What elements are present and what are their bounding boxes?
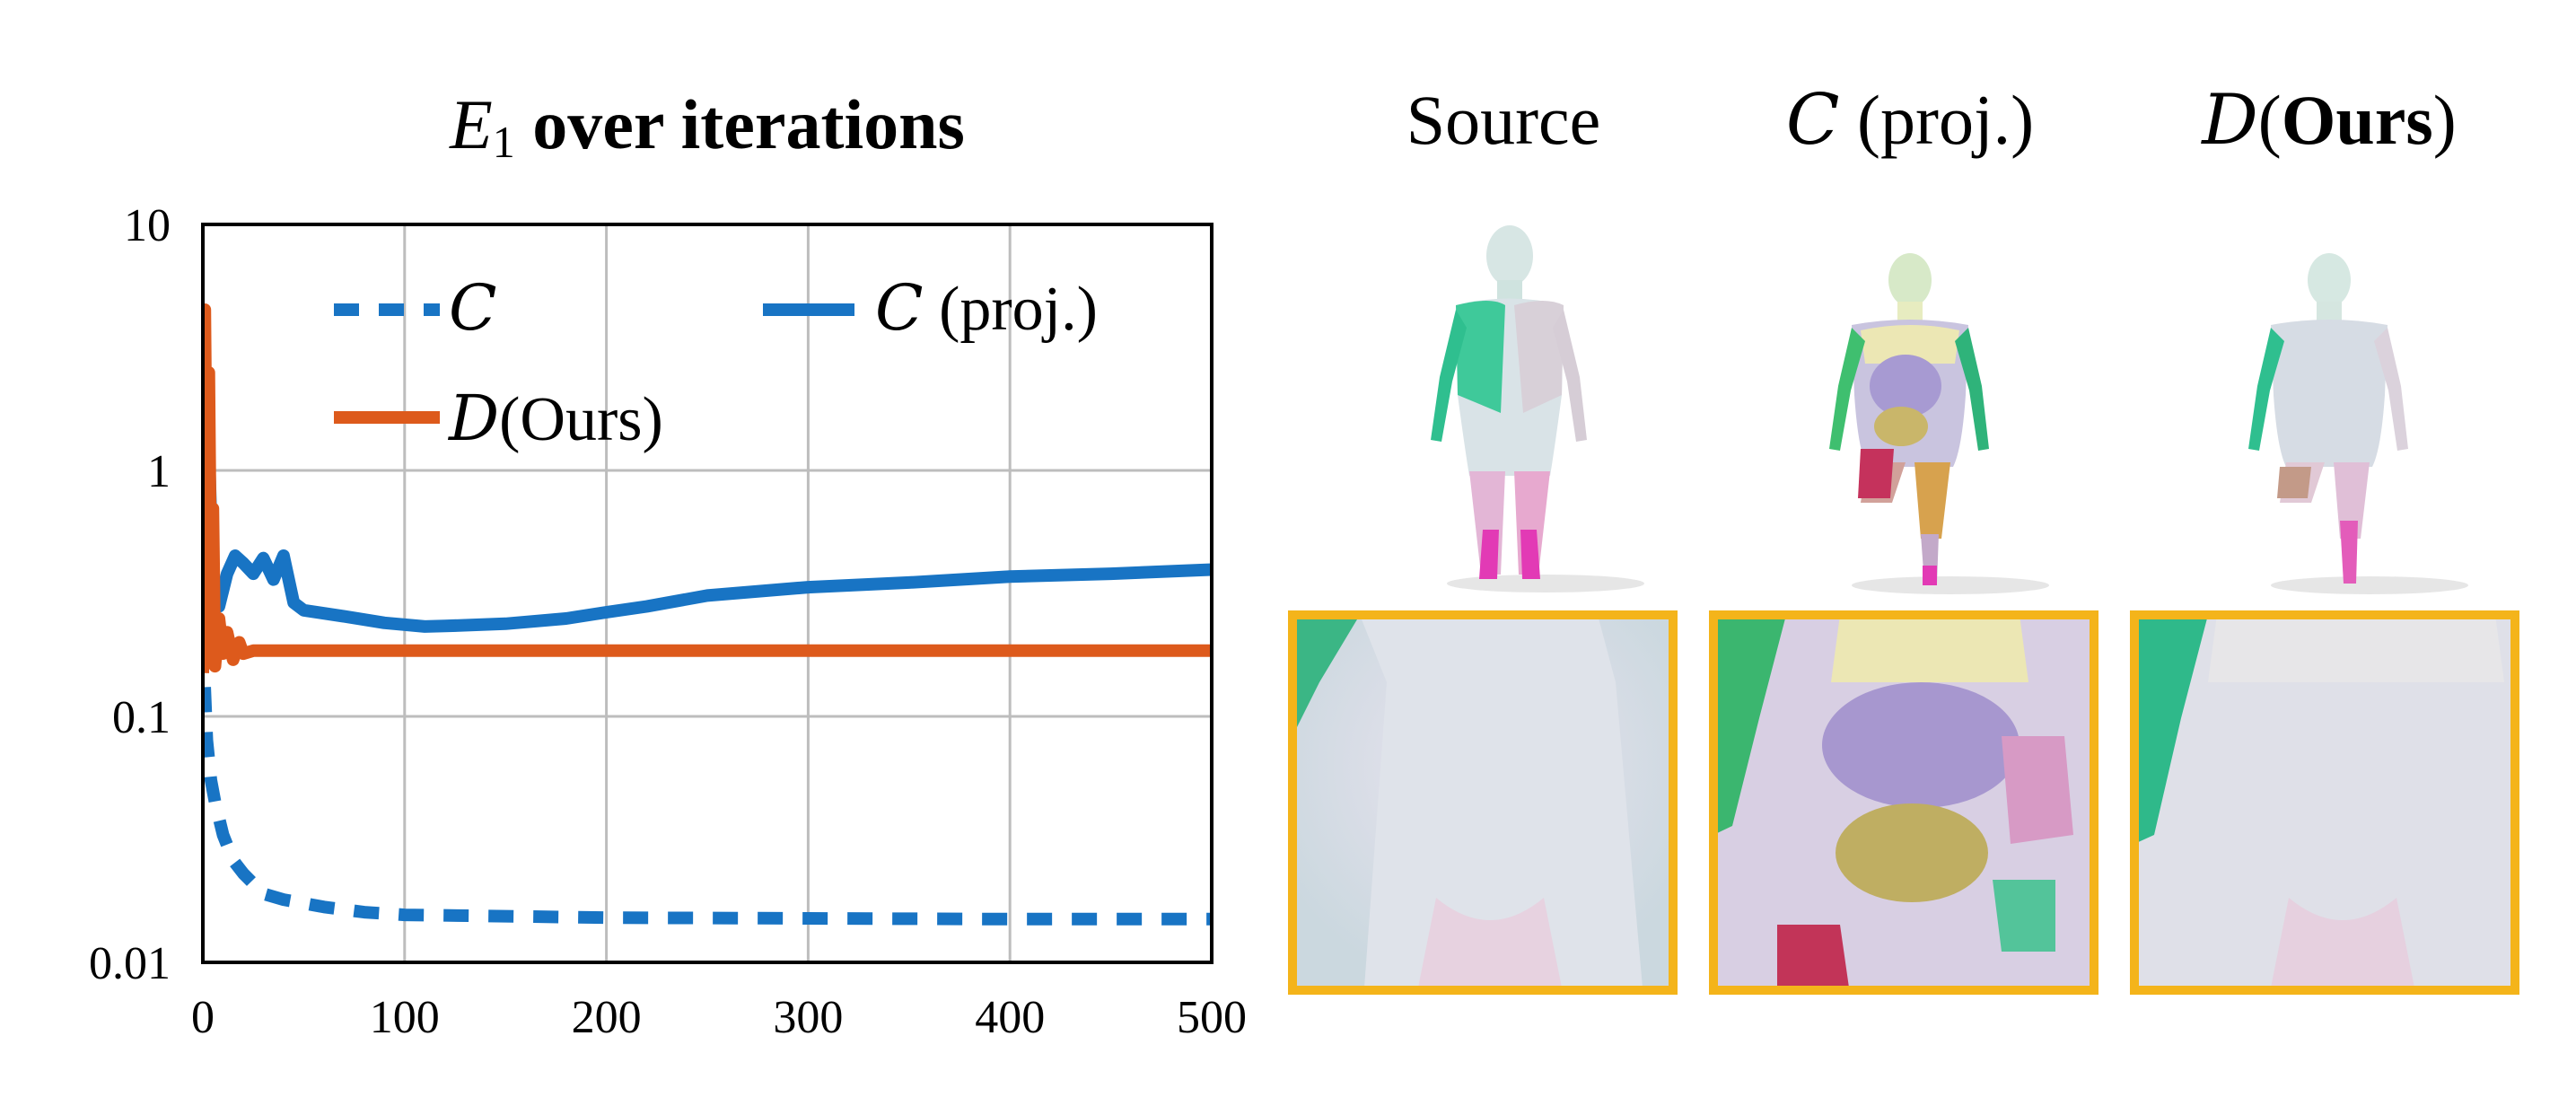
crop-frame-source [1288,610,1678,995]
plot-frame [201,223,1214,964]
crop-source [1288,610,1678,995]
panel-title-source: Source [1406,81,1601,159]
x-tick-label: 400 [975,992,1045,1043]
x-tick-label: 500 [1177,992,1247,1043]
legend: C C (proj.) D(Ours) [334,271,1098,455]
y-tick-label: 1 [147,446,171,497]
crop-d-ours [2130,610,2519,995]
chart-title-sub: 1 [493,117,515,167]
body-figure-c-proj [1829,253,2049,594]
panel-title-d-ours: D(Ours) [2200,80,2457,161]
series-line-2 [203,303,1212,673]
x-tick-label: 200 [572,992,642,1043]
series-group [203,303,1212,926]
crop-c-proj [1709,610,2098,995]
chart-title-rest: over iterations [515,85,965,163]
y-tick-label: 10 [124,200,171,251]
x-tick-label: 300 [773,992,843,1043]
chart-title-var: E [449,85,493,163]
body-figure-source [1431,225,1644,592]
y-tick-label: 0.1 [112,692,171,743]
series-line-0 [203,642,1212,926]
chart-title: E1 over iterations [449,85,965,167]
y-axis: 0.01 0.1 1 10 [89,200,171,989]
legend-label-c-proj: C (proj.) [875,271,1098,345]
x-axis: 0 100 200 300 400 500 [191,992,1247,1043]
crop-frame-c-proj [1709,610,2098,995]
legend-label-d: D(Ours) [447,382,663,455]
crop-frame-d-ours [2130,610,2519,995]
body-figure-d-ours [2248,253,2468,594]
x-tick-label: 0 [191,992,215,1043]
y-tick-label: 0.01 [89,938,171,989]
panel-title-c-proj: C (proj.) [1786,80,2034,161]
series-line-1 [203,444,1212,661]
x-tick-label: 100 [370,992,440,1043]
legend-label-c: C [449,271,497,345]
